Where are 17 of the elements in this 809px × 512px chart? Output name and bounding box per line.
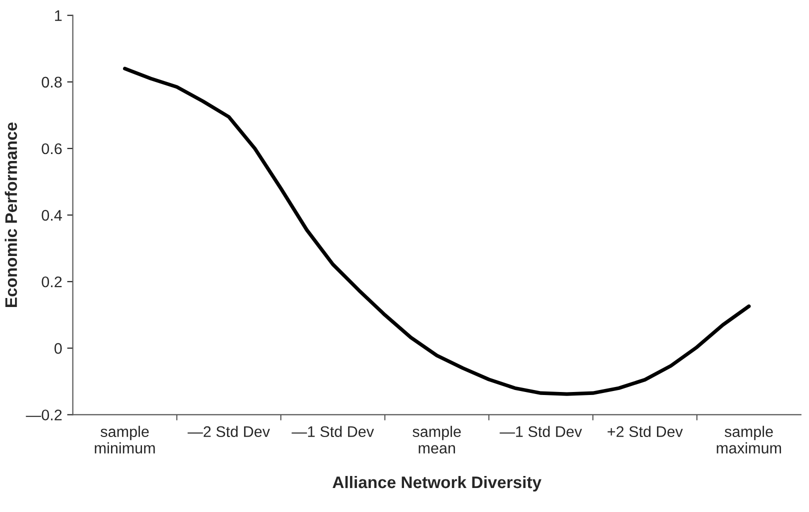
- x-tick-label: sample mean: [412, 426, 461, 454]
- line-series: [123, 66, 751, 396]
- y-tick-label: 0.2: [42, 276, 62, 288]
- y-tick-label: 1: [55, 10, 62, 21]
- x-tick-label: +2 Std Dev: [608, 426, 683, 438]
- y-tick-label: 0.6: [42, 143, 62, 154]
- x-axis-title: Alliance Network Diversity: [332, 476, 542, 492]
- x-tick-label: —2 Std Dev: [188, 426, 270, 438]
- y-axis-title: Economic Performance: [4, 122, 18, 308]
- y-tick-label: 0: [54, 343, 62, 354]
- y-tick-label: 0.8: [42, 76, 62, 88]
- x-tick-label: sample minimum: [94, 426, 155, 454]
- x-tick-label: —1 Std Dev: [500, 426, 582, 438]
- y-tick-label: 0.4: [42, 210, 62, 221]
- x-tick-label: sample maximum: [716, 426, 781, 454]
- y-tick-label: —0.2: [26, 410, 62, 420]
- x-tick-label: —1 Std Dev: [292, 426, 374, 438]
